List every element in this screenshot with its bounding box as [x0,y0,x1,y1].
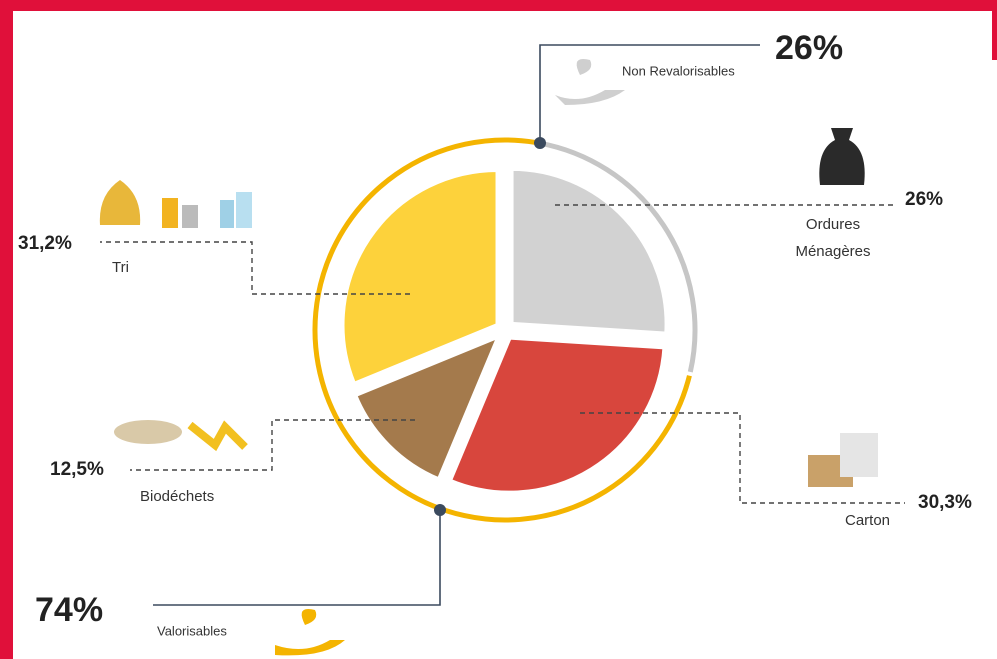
connector [153,510,440,605]
category-label: Tri [112,259,129,276]
chart: 26% Non Revalorisables 74% Valorisables … [0,0,997,659]
value-label: 31,2% [18,233,72,254]
frame-right [992,0,997,60]
group-value: 26% [775,29,843,67]
category-label: Biodéchets [140,488,214,505]
value-label: 30,3% [918,492,972,513]
group-label: Non Revalorisables [622,63,735,78]
ring-dot [534,137,546,149]
ring-dot [434,504,446,516]
group-label: Valorisables [157,623,227,638]
group-value: 74% [35,591,103,629]
frame-top [0,0,997,11]
value-label: 26% [905,189,943,210]
pie-slice [512,169,667,334]
category-label: Carton [845,512,890,529]
frame-left [0,0,13,659]
connector [540,45,760,143]
value-label: 12,5% [50,459,104,480]
